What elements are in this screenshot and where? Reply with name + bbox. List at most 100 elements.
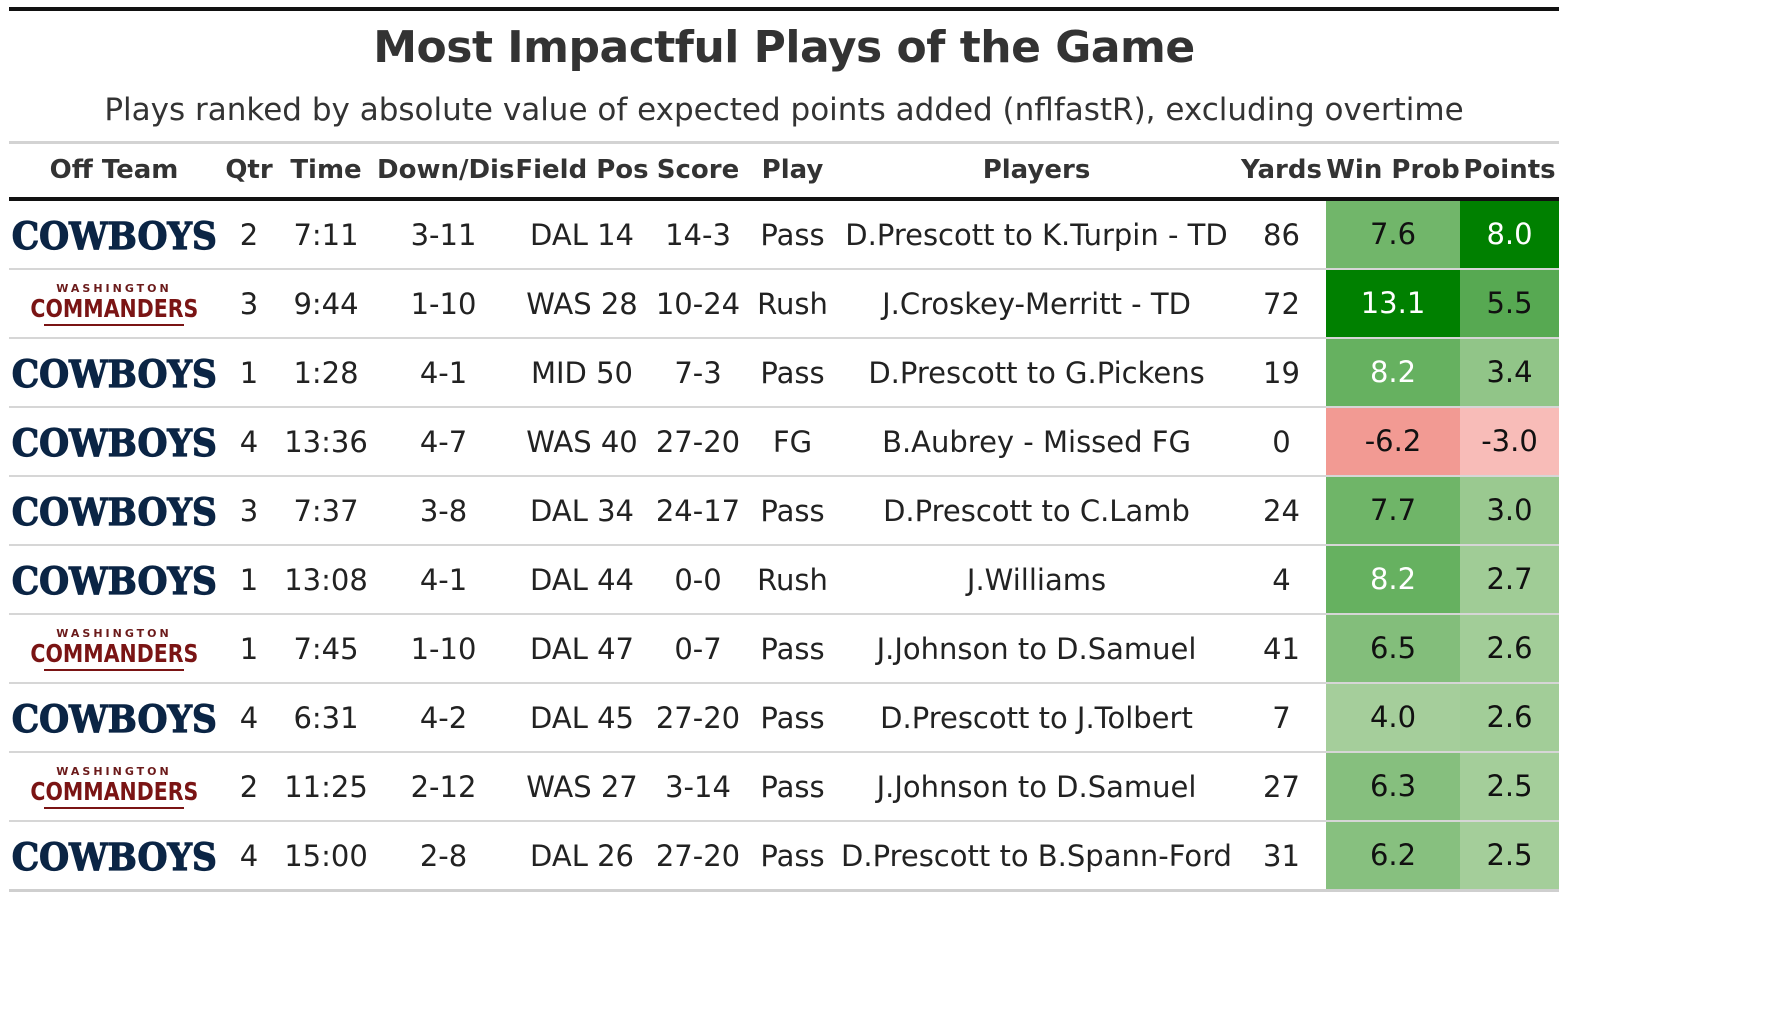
col-header-points: Points — [1463, 155, 1556, 185]
cell-field-pos: DAL 14 — [530, 218, 634, 252]
cell-score: 3-14 — [665, 770, 731, 804]
commanders-wordmark: WASHINGTON COMMANDERS — [12, 628, 217, 671]
cell-yards: 0 — [1272, 425, 1291, 459]
cell-play: Pass — [760, 839, 825, 873]
header-top-rule — [9, 141, 1559, 144]
table-row: COWBOYS 1 1:28 4-1 MID 50 7-3 Pass D.Prescott t… — [9, 339, 1559, 408]
commanders-underline — [44, 807, 184, 809]
cell-yards: 4 — [1272, 563, 1291, 597]
cell-win-prob: 7.7 — [1326, 477, 1460, 544]
cell-score: 24-17 — [655, 494, 741, 528]
commanders-logo: WASHINGTON COMMANDERS — [9, 753, 219, 822]
table-header: Off Team Qtr Time Down/Dis Field Pos Sco… — [9, 144, 1559, 197]
cell-field-pos: DAL 45 — [530, 701, 634, 735]
cowboys-wordmark: COWBOYS — [11, 213, 217, 258]
cell-players: D.Prescott to B.Spann-Ford — [841, 839, 1232, 873]
cell-qtr: 4 — [239, 425, 259, 459]
cell-players: J.Johnson to D.Samuel — [876, 632, 1197, 666]
col-header-down-dis: Down/Dis — [377, 155, 515, 185]
cell-win-prob: 6.5 — [1326, 615, 1460, 682]
cell-yards: 27 — [1263, 770, 1300, 804]
cowboys-wordmark: COWBOYS — [11, 420, 217, 465]
cell-time: 7:11 — [293, 218, 359, 252]
commanders-main-text: COMMANDERS — [30, 639, 198, 668]
cell-play: Rush — [757, 563, 828, 597]
cell-time: 1:28 — [293, 356, 359, 390]
cell-field-pos: DAL 47 — [530, 632, 634, 666]
cell-players: J.Croskey-Merritt - TD — [882, 287, 1191, 321]
row-divider — [9, 406, 1559, 408]
cell-win-prob: 4.0 — [1326, 684, 1460, 751]
row-divider — [9, 337, 1559, 339]
commanders-top-text: WASHINGTON — [56, 627, 172, 640]
cowboys-wordmark: COWBOYS — [11, 558, 217, 603]
cell-score: 10-24 — [655, 287, 741, 321]
cowboys-wordmark: COWBOYS — [11, 351, 217, 396]
cell-qtr: 3 — [239, 287, 259, 321]
cell-players: D.Prescott to G.Pickens — [868, 356, 1205, 390]
cell-field-pos: MID 50 — [530, 356, 634, 390]
cell-field-pos: DAL 26 — [530, 839, 634, 873]
cell-field-pos: WAS 40 — [526, 425, 638, 459]
cell-time: 6:31 — [293, 701, 359, 735]
cowboys-logo: COWBOYS — [9, 339, 219, 408]
cell-field-pos: DAL 44 — [530, 563, 634, 597]
row-divider — [9, 820, 1559, 822]
cell-points: 2.5 — [1460, 822, 1559, 889]
commanders-wordmark: WASHINGTON COMMANDERS — [12, 283, 217, 326]
commanders-underline — [44, 324, 184, 326]
cell-qtr: 1 — [239, 563, 259, 597]
row-divider — [9, 889, 1559, 892]
cowboys-logo: COWBOYS — [9, 684, 219, 753]
cell-down-dis: 2-12 — [410, 770, 477, 804]
cell-qtr: 2 — [239, 770, 259, 804]
table-row: WASHINGTON COMMANDERS 2 11:25 2-12 WAS 27 3-14… — [9, 753, 1559, 822]
cell-players: J.Johnson to D.Samuel — [876, 770, 1197, 804]
cell-points: -3.0 — [1460, 408, 1559, 475]
cell-time: 13:08 — [284, 563, 368, 597]
cell-down-dis: 1-10 — [410, 632, 477, 666]
cell-yards: 41 — [1263, 632, 1300, 666]
table-row: COWBOYS 4 6:31 4-2 DAL 45 27-20 Pass D.Prescott… — [9, 684, 1559, 753]
table-row: COWBOYS 4 15:00 2-8 DAL 26 27-20 Pass D.Prescot… — [9, 822, 1559, 892]
col-header-yards: Yards — [1241, 155, 1322, 185]
cell-win-prob: 6.2 — [1326, 822, 1460, 889]
commanders-logo: WASHINGTON COMMANDERS — [9, 270, 219, 339]
cell-play: Rush — [757, 287, 828, 321]
cell-down-dis: 4-1 — [419, 356, 468, 390]
row-divider — [9, 682, 1559, 684]
cell-win-prob: 13.1 — [1326, 270, 1460, 337]
cell-time: 7:45 — [293, 632, 359, 666]
cell-time: 11:25 — [284, 770, 368, 804]
cell-score: 0-7 — [674, 632, 722, 666]
cell-qtr: 1 — [239, 632, 259, 666]
cell-play: Pass — [760, 632, 825, 666]
commanders-underline — [44, 669, 184, 671]
page-title: Most Impactful Plays of the Game — [373, 22, 1195, 73]
cowboys-logo: COWBOYS — [9, 477, 219, 546]
cowboys-logo: COWBOYS — [9, 822, 219, 891]
cell-time: 9:44 — [293, 287, 359, 321]
cell-points: 5.5 — [1460, 270, 1559, 337]
cell-down-dis: 3-8 — [419, 494, 468, 528]
cell-down-dis: 2-8 — [419, 839, 468, 873]
cell-score: 27-20 — [655, 839, 741, 873]
cell-qtr: 2 — [239, 218, 259, 252]
cell-score: 14-3 — [665, 218, 731, 252]
cowboys-wordmark: COWBOYS — [11, 489, 217, 534]
cell-play: Pass — [760, 356, 825, 390]
col-header-play: Play — [761, 155, 824, 185]
cell-down-dis: 4-2 — [419, 701, 468, 735]
cowboys-logo: COWBOYS — [9, 201, 219, 270]
row-divider — [9, 751, 1559, 753]
cell-yards: 86 — [1263, 218, 1300, 252]
cell-qtr: 4 — [239, 839, 259, 873]
cell-field-pos: DAL 34 — [530, 494, 634, 528]
cell-yards: 31 — [1263, 839, 1300, 873]
cell-points: 2.5 — [1460, 753, 1559, 820]
cell-players: D.Prescott to C.Lamb — [883, 494, 1190, 528]
cell-yards: 24 — [1263, 494, 1300, 528]
cell-time: 7:37 — [293, 494, 359, 528]
cell-qtr: 1 — [239, 356, 259, 390]
commanders-top-text: WASHINGTON — [56, 765, 172, 778]
